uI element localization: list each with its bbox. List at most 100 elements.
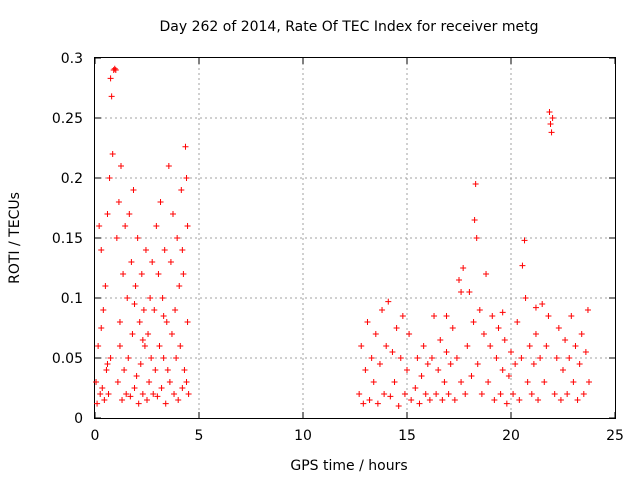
x-tick-label: 10 — [294, 428, 312, 444]
data-point — [366, 397, 373, 403]
data-point — [372, 331, 379, 337]
data-point — [174, 235, 181, 241]
data-point — [112, 67, 119, 73]
data-point — [566, 355, 573, 361]
data-point — [464, 343, 471, 349]
data-point — [532, 304, 539, 311]
data-point — [94, 400, 101, 407]
data-point — [172, 307, 179, 313]
data-point — [171, 391, 178, 397]
y-axis-label: ROTI / TECUs — [7, 192, 23, 284]
data-point — [102, 283, 109, 289]
data-point — [379, 307, 386, 313]
data-point — [495, 325, 502, 331]
data-point — [428, 355, 435, 361]
data-point — [381, 391, 388, 397]
data-point — [439, 397, 446, 403]
data-point — [470, 319, 477, 325]
x-tick-label: 5 — [195, 428, 204, 444]
data-point — [98, 247, 105, 253]
data-point — [127, 393, 134, 400]
data-point — [537, 355, 544, 361]
data-point — [122, 223, 129, 229]
x-axis: 0 5 10 15 20 25 — [91, 58, 624, 444]
data-point — [508, 349, 514, 355]
data-point — [179, 385, 186, 391]
data-point — [130, 187, 137, 193]
data-point — [164, 367, 171, 373]
data-point — [358, 343, 365, 349]
data-point — [582, 349, 589, 355]
data-point — [155, 271, 162, 277]
data-point — [485, 379, 492, 385]
data-point — [173, 355, 180, 361]
data-point — [441, 379, 448, 385]
data-point — [445, 391, 452, 397]
data-point — [576, 361, 583, 367]
data-point — [151, 307, 158, 313]
data-point — [362, 367, 369, 373]
data-point — [168, 331, 175, 337]
data-point — [385, 298, 392, 305]
data-point — [451, 397, 458, 403]
data-point — [140, 307, 147, 313]
data-point — [150, 391, 157, 397]
data-point — [113, 235, 120, 241]
data-point — [105, 391, 112, 397]
data-point — [104, 361, 111, 367]
data-point — [578, 331, 585, 337]
y-tick-label: 0 — [74, 411, 83, 427]
data-point — [499, 367, 506, 373]
data-point — [580, 391, 587, 397]
data-point — [163, 319, 170, 325]
data-point — [141, 343, 148, 349]
y-tick-label: 0.25 — [52, 111, 83, 127]
data-point — [147, 295, 154, 301]
data-point — [131, 385, 138, 391]
data-point — [161, 247, 168, 253]
data-point — [139, 337, 146, 343]
data-point — [447, 361, 454, 367]
data-point — [528, 391, 535, 397]
x-axis-label: GPS time / hours — [290, 458, 407, 474]
data-point — [539, 301, 546, 307]
data-point — [471, 217, 478, 223]
data-point — [549, 115, 556, 121]
data-point — [158, 385, 165, 391]
data-point — [524, 379, 531, 385]
data-point — [149, 259, 156, 265]
data-point — [116, 319, 123, 325]
data-point — [391, 379, 398, 385]
data-point — [416, 400, 423, 407]
data-point — [443, 313, 450, 319]
data-point — [123, 391, 130, 397]
data-point — [144, 397, 150, 403]
x-tick-label: 0 — [91, 428, 100, 444]
data-point — [132, 283, 139, 289]
data-point — [376, 361, 383, 367]
data-point — [437, 337, 444, 343]
data-point — [387, 393, 394, 400]
data-point — [553, 355, 560, 361]
data-point — [519, 262, 526, 269]
data-point — [139, 391, 146, 397]
data-point — [535, 397, 542, 403]
data-point — [458, 379, 465, 385]
data-point — [521, 237, 528, 244]
y-tick-label: 0.1 — [61, 291, 83, 307]
data-point — [473, 235, 480, 241]
data-point — [126, 211, 133, 217]
data-point — [489, 313, 496, 319]
data-point — [431, 313, 438, 319]
data-point — [548, 129, 555, 136]
y-tick-label: 0.15 — [52, 231, 83, 247]
data-point — [570, 379, 577, 385]
data-point — [184, 223, 191, 229]
data-point — [406, 331, 413, 337]
data-point — [162, 400, 169, 407]
data-point — [518, 355, 525, 361]
data-point — [516, 397, 523, 403]
data-point — [179, 247, 186, 253]
data-point — [175, 397, 182, 403]
data-point — [360, 400, 367, 407]
